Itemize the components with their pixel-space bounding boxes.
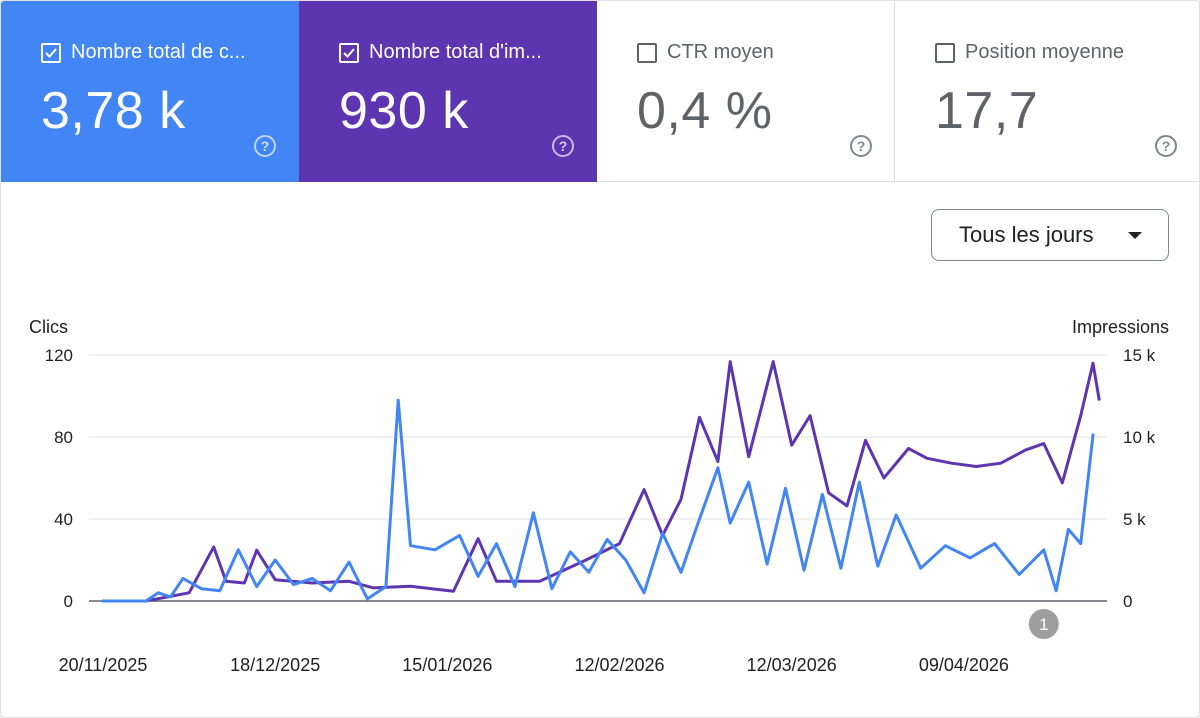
y-left-tick-label: 40 <box>54 510 73 529</box>
y-right-tick-label: 15 k <box>1123 346 1156 365</box>
annotation-label: 1 <box>1039 615 1048 634</box>
checkbox-unchecked-icon[interactable] <box>637 42 657 63</box>
metric-label: Position moyenne <box>965 41 1124 63</box>
help-icon[interactable]: ? <box>850 135 872 157</box>
date-granularity-dropdown[interactable]: Tous les jours <box>931 209 1169 261</box>
y-left-tick-label: 0 <box>64 592 73 611</box>
y-right-tick-label: 10 k <box>1123 428 1156 447</box>
metric-label: CTR moyen <box>667 41 774 63</box>
checkbox-checked-icon[interactable] <box>339 42 359 63</box>
metric-value: 3,78 k <box>41 82 186 140</box>
x-tick-label: 20/11/2025 <box>59 655 148 675</box>
checkbox-checked-icon[interactable] <box>41 42 61 63</box>
x-tick-label: 18/12/2025 <box>230 655 320 675</box>
metric-card-header: Nombre total d'im... <box>339 41 542 64</box>
help-icon[interactable]: ? <box>1155 135 1177 157</box>
metric-label: Nombre total d'im... <box>369 41 542 63</box>
metric-card-total-impressions[interactable]: Nombre total d'im... 930 k ? <box>299 1 597 182</box>
annotation-marker[interactable] <box>1028 609 1059 639</box>
metric-card-header: CTR moyen <box>637 41 774 64</box>
x-tick-label: 15/01/2026 <box>402 655 492 675</box>
x-tick-label: 12/02/2026 <box>574 655 664 675</box>
help-icon[interactable]: ? <box>254 135 276 157</box>
metric-card-average-position[interactable]: Position moyenne 17,7 ? <box>895 1 1199 182</box>
series-line-impressions <box>101 360 1101 603</box>
performance-chart: Clics Impressions 0 0 40 5 k 80 10 k 120 15 k 20… <box>29 317 1169 675</box>
caret-down-icon <box>1128 232 1142 239</box>
y-axis-right-title: Impressions <box>1072 317 1169 337</box>
x-tick-label: 12/03/2026 <box>747 655 837 675</box>
y-left-tick-label: 80 <box>54 428 73 447</box>
x-tick-label: 09/04/2026 <box>919 655 1009 675</box>
metric-label: Nombre total de c... <box>71 41 246 63</box>
metric-value: 930 k <box>339 82 469 140</box>
metric-card-header: Nombre total de c... <box>41 41 246 64</box>
metric-value: 0,4 % <box>637 82 773 140</box>
help-icon[interactable]: ? <box>552 135 574 157</box>
y-right-tick-label: 5 k <box>1123 510 1146 529</box>
y-left-tick-label: 120 <box>45 346 73 365</box>
metric-card-average-ctr[interactable]: CTR moyen 0,4 % ? <box>597 1 895 182</box>
y-axis-left-title: Clics <box>29 317 68 337</box>
y-right-tick-label: 0 <box>1123 592 1132 611</box>
metric-value: 17,7 <box>935 82 1039 140</box>
dropdown-label: Tous les jours <box>959 222 1094 247</box>
metric-card-header: Position moyenne <box>935 41 1124 64</box>
series-line-clicks <box>101 398 1095 603</box>
metric-cards: Nombre total de c... 3,78 k ? Nombre tot… <box>1 1 1199 183</box>
metric-card-total-clicks[interactable]: Nombre total de c... 3,78 k ? <box>1 1 299 182</box>
checkbox-unchecked-icon[interactable] <box>935 42 955 63</box>
